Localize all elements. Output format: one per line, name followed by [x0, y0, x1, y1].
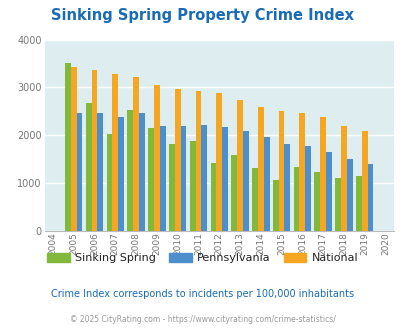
- Bar: [97, 113, 103, 231]
- Text: Crime Index corresponds to incidents per 100,000 inhabitants: Crime Index corresponds to incidents per…: [51, 289, 354, 299]
- Bar: [355, 177, 361, 231]
- Bar: [139, 113, 145, 231]
- Bar: [346, 159, 352, 231]
- Bar: [118, 116, 124, 231]
- Bar: [237, 100, 242, 231]
- Bar: [278, 112, 284, 231]
- Bar: [148, 128, 153, 231]
- Bar: [168, 144, 174, 231]
- Bar: [257, 107, 263, 231]
- Bar: [284, 145, 290, 231]
- Bar: [293, 167, 299, 231]
- Bar: [320, 117, 325, 231]
- Bar: [272, 180, 278, 231]
- Bar: [174, 89, 180, 231]
- Bar: [127, 111, 133, 231]
- Bar: [335, 178, 340, 231]
- Bar: [92, 70, 97, 231]
- Bar: [133, 77, 139, 231]
- Bar: [71, 67, 77, 231]
- Bar: [361, 130, 367, 231]
- Bar: [325, 151, 331, 231]
- Bar: [313, 172, 320, 231]
- Bar: [305, 146, 310, 231]
- Bar: [222, 127, 227, 231]
- Bar: [263, 137, 269, 231]
- Bar: [252, 168, 257, 231]
- Bar: [77, 113, 82, 231]
- Bar: [112, 74, 118, 231]
- Bar: [210, 163, 216, 231]
- Bar: [299, 113, 305, 231]
- Bar: [340, 126, 346, 231]
- Text: © 2025 CityRating.com - https://www.cityrating.com/crime-statistics/: © 2025 CityRating.com - https://www.city…: [70, 315, 335, 324]
- Bar: [195, 91, 201, 231]
- Bar: [231, 155, 237, 231]
- Legend: Sinking Spring, Pennsylvania, National: Sinking Spring, Pennsylvania, National: [43, 248, 362, 268]
- Bar: [201, 125, 207, 231]
- Bar: [180, 126, 186, 231]
- Bar: [65, 63, 71, 231]
- Bar: [189, 141, 195, 231]
- Bar: [242, 131, 248, 231]
- Bar: [85, 103, 92, 231]
- Bar: [367, 164, 373, 231]
- Bar: [216, 93, 222, 231]
- Bar: [160, 126, 165, 231]
- Text: Sinking Spring Property Crime Index: Sinking Spring Property Crime Index: [51, 8, 354, 23]
- Bar: [107, 134, 112, 231]
- Bar: [153, 85, 160, 231]
